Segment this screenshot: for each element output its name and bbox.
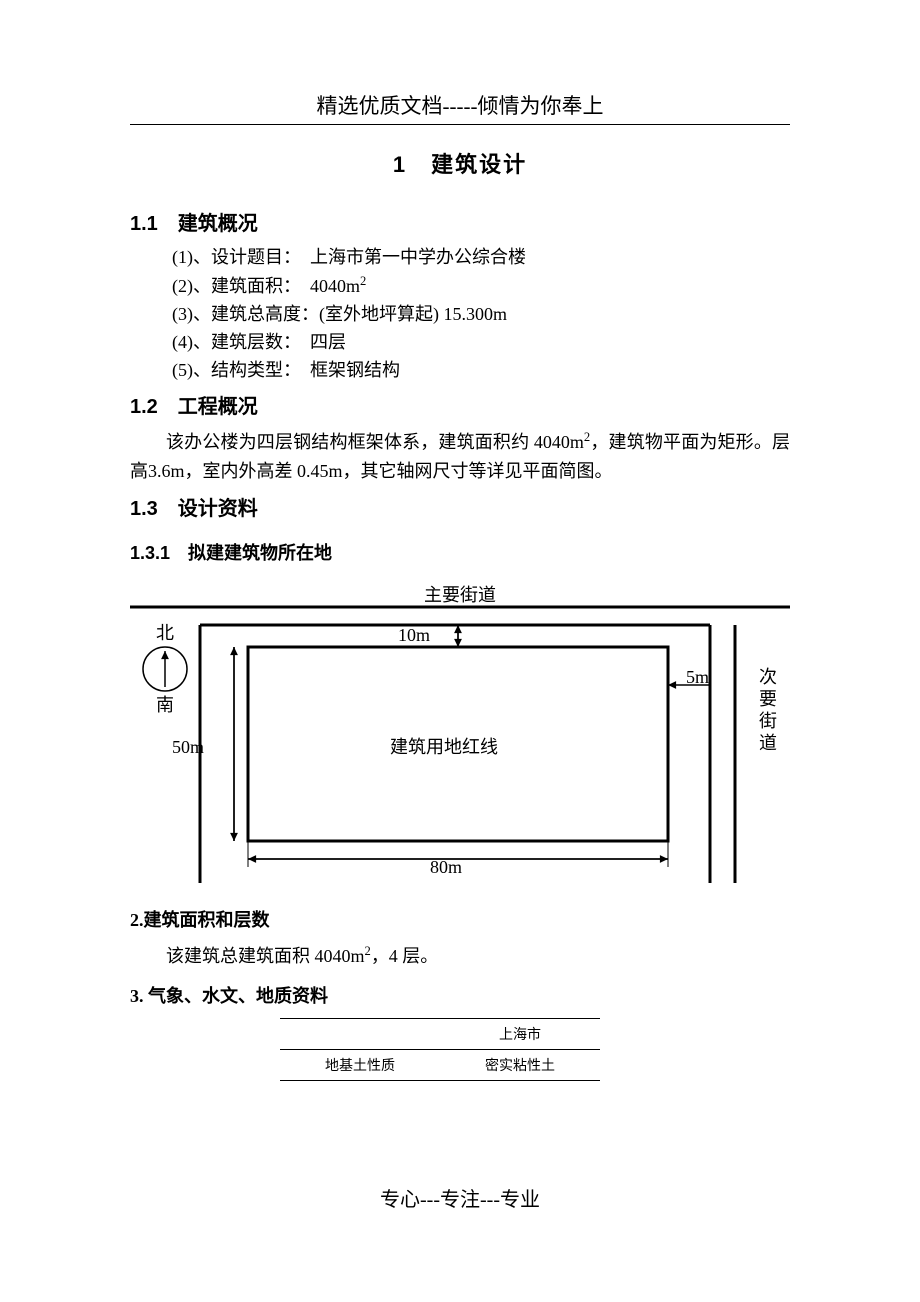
section-1-2-heading: 1.2 工程概况 (130, 390, 790, 419)
chapter-title: 1 建筑设计 (130, 147, 790, 179)
svg-text:道: 道 (759, 733, 777, 753)
svg-text:主要街道: 主要街道 (424, 585, 496, 605)
spec-value: 上海市第一中学办公综合楼 (310, 247, 526, 267)
spec-row: (4)、建筑层数： 四层 (172, 329, 790, 357)
spec-label: (5)、结构类型： (172, 360, 292, 380)
spec-label: (3)、建筑总高度： (172, 304, 319, 324)
table-row: 上海市 (280, 1019, 600, 1050)
svg-text:南: 南 (156, 695, 174, 715)
spec-value: 4040m (310, 276, 360, 296)
svg-text:50m: 50m (172, 737, 204, 757)
svg-text:建筑用地红线: 建筑用地红线 (390, 737, 498, 757)
table-cell: 密实粘性土 (440, 1050, 600, 1081)
para-text: 该办公楼为四层钢结构框架体系，建筑面积约 4040m (166, 432, 584, 452)
spec-value: 框架钢结构 (310, 360, 400, 380)
svg-text:80m: 80m (430, 857, 462, 877)
para-text: ，4 层。 (371, 946, 439, 966)
para-text: 该建筑总建筑面积 4040m (166, 946, 365, 966)
section-2-heading: 2.建筑面积和层数 (130, 906, 790, 932)
svg-text:5m: 5m (686, 667, 709, 687)
svg-text:10m: 10m (398, 625, 430, 645)
svg-text:次: 次 (759, 667, 777, 687)
table-row: 地基土性质 密实粘性土 (280, 1050, 600, 1081)
site-plan-diagram: 主要街道次要街道 建筑用地红线 北南 10m 5m 50m 80m (130, 583, 790, 898)
section-1-3-heading: 1.3 设计资料 (130, 492, 790, 521)
svg-text:北: 北 (156, 623, 174, 643)
section-3-heading: 3. 气象、水文、地质资料 (130, 982, 790, 1008)
subsection-1-3-1-heading: 1.3.1 拟建建筑物所在地 (130, 539, 790, 565)
section-2-text: 该建筑总建筑面积 4040m2，4 层。 (130, 942, 790, 968)
svg-text:街: 街 (759, 711, 777, 731)
geology-table: 上海市 地基土性质 密实粘性土 (280, 1018, 600, 1081)
table-cell: 地基土性质 (280, 1050, 440, 1081)
spec-row: (2)、建筑面积： 4040m2 (172, 272, 790, 301)
spec-label: (4)、建筑层数： (172, 332, 292, 352)
unit-sup: 2 (360, 274, 366, 288)
spec-label: (1)、设计题目： (172, 247, 292, 267)
table-cell: 上海市 (440, 1019, 600, 1050)
svg-text:要: 要 (759, 689, 777, 709)
page-footer: 专心---专注---专业 (0, 1183, 920, 1212)
spec-row: (3)、建筑总高度：(室外地坪算起) 15.300m (172, 301, 790, 329)
page-header: 精选优质文档-----倾情为你奉上 (130, 90, 790, 125)
section-1-2-para: 该办公楼为四层钢结构框架体系，建筑面积约 4040m2，建筑物平面为矩形。层高3… (130, 427, 790, 486)
spec-value: 四层 (310, 332, 346, 352)
spec-row: (1)、设计题目： 上海市第一中学办公综合楼 (172, 244, 790, 272)
section-1-1-heading: 1.1 建筑概况 (130, 207, 790, 236)
spec-row: (5)、结构类型： 框架钢结构 (172, 357, 790, 385)
table-cell (280, 1019, 440, 1050)
spec-value: (室外地坪算起) 15.300m (319, 304, 507, 324)
spec-label: (2)、建筑面积： (172, 276, 292, 296)
